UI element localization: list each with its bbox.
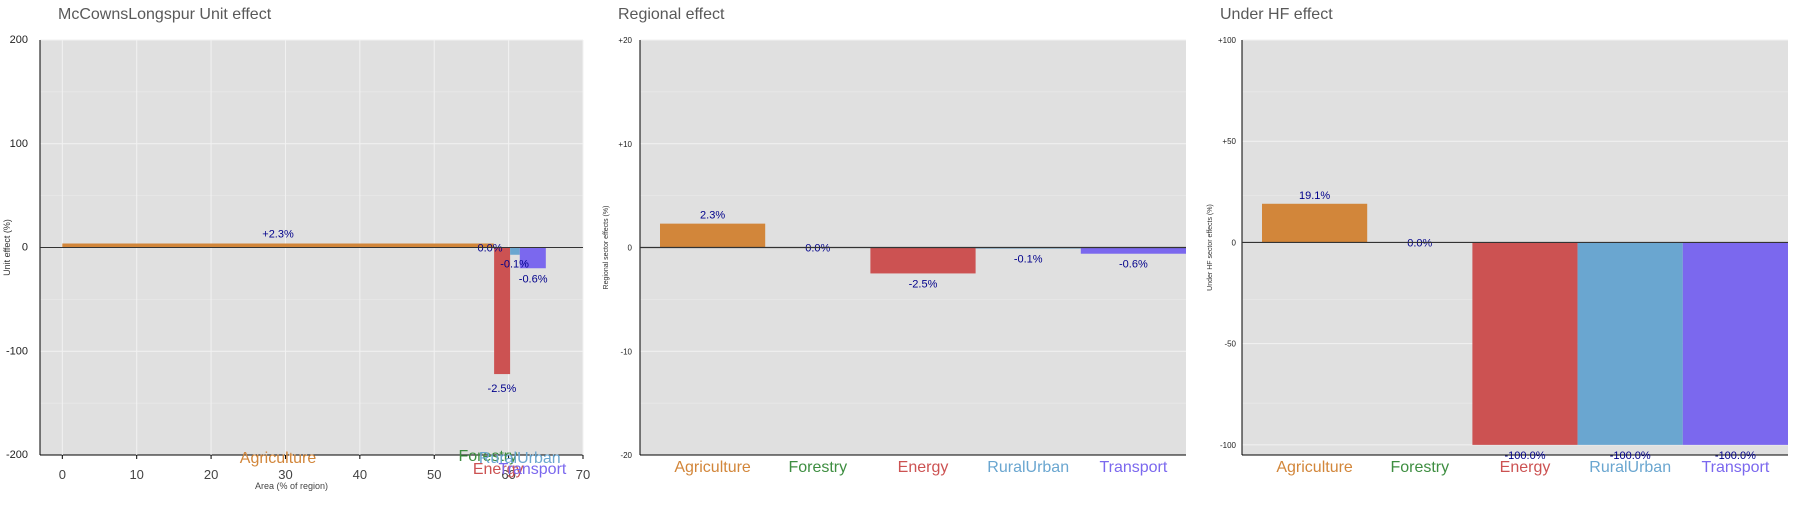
panel3-y-tick-label: +100 [1218, 36, 1237, 45]
panel2-category-label: Agriculture [674, 459, 751, 476]
panel3-category-label: Forestry [1390, 459, 1449, 476]
panel3-category-label: Transport [1701, 459, 1769, 476]
panel2-bar-transport [1080, 247, 1186, 254]
panel2-y-axis-label: Regional sector effects (%) [603, 206, 610, 290]
panel1-x-tick-label: 10 [129, 467, 143, 482]
panel1-x-tick-label: 60 [501, 467, 515, 482]
panel3-y-tick-label: +50 [1222, 137, 1236, 146]
panel1-bar-agriculture [62, 243, 494, 248]
panel2-y-tick-label: +20 [618, 36, 632, 45]
panel1-value-label: -0.1% [500, 259, 529, 271]
panel2-value-label: -0.6% [1119, 259, 1148, 271]
panel2-value-label: -0.1% [1014, 254, 1043, 266]
panel1-x-tick-label: 50 [427, 467, 441, 482]
panel2-y-tick-label: -20 [620, 451, 632, 460]
panel2-bar-energy [870, 247, 976, 274]
panel3-bar-ruralurban [1577, 242, 1683, 445]
panel1-bar-ruralurban [510, 247, 520, 255]
panel2-category-label: Energy [898, 459, 949, 476]
panel2-title: Regional effect [618, 6, 725, 23]
panel2-category-label: Forestry [788, 459, 847, 476]
panel1-x-tick-label: 30 [278, 467, 292, 482]
panel3-y-tick-label: 0 [1232, 238, 1237, 247]
panel2-value-label: 2.3% [700, 210, 725, 222]
panel1-y-tick-label: -100 [6, 345, 28, 357]
panel3-title: Under HF effect [1220, 6, 1333, 23]
panel1-value-label: +2.3% [262, 229, 294, 241]
panel3-value-label: -100.0% [1610, 450, 1651, 462]
panel2-y-tick-label: -10 [620, 347, 632, 356]
panel2-y-tick-label: 0 [628, 244, 633, 253]
panel1-y-axis-label: Unit effect (%) [2, 219, 12, 276]
panel1-category-label: Energy [473, 461, 524, 478]
panel3-y-tick-label: -100 [1220, 441, 1237, 450]
panel1-x-tick-label: 70 [576, 467, 590, 482]
panel2-value-label: -2.5% [909, 278, 938, 290]
panel3-category-label: Energy [1500, 459, 1551, 476]
panel2-category-label: Transport [1099, 459, 1167, 476]
panel1-y-tick-label: 0 [22, 242, 28, 254]
panel1-value-label: -0.6% [519, 273, 548, 285]
panel3-value-label: -100.0% [1715, 450, 1756, 462]
panel2-bar-agriculture [660, 223, 766, 248]
panel1-x-tick-label: 0 [59, 467, 66, 482]
panel1-value-label: -2.5% [488, 383, 517, 395]
panel1-category-label: Agriculture [240, 450, 317, 467]
panel3-bar-agriculture [1262, 203, 1368, 243]
panel1-value-label: 0.0% [477, 243, 502, 255]
panel1-x-tick-label: 40 [353, 467, 367, 482]
panel1-x-tick-label: 20 [204, 467, 218, 482]
panel2-value-label: 0.0% [805, 243, 830, 255]
panel2-y-tick-label: +10 [618, 140, 632, 149]
panel1-category-label: Transport [498, 461, 566, 478]
panel1-bar-transport [519, 247, 546, 269]
panel3-value-label: 19.1% [1299, 190, 1330, 202]
panel1-category-label: Forestry [458, 448, 517, 465]
panel1-category-label: RuralUrban [479, 450, 561, 467]
panel3-y-tick-label: -50 [1224, 340, 1236, 349]
panel3-category-label: RuralUrban [1589, 459, 1671, 476]
panel1-y-tick-label: 200 [10, 34, 28, 46]
panel3-bar-transport [1682, 242, 1788, 445]
panel3-bar-energy [1472, 242, 1578, 445]
panel3-y-axis-label: Under HF sector effects (%) [1207, 204, 1214, 291]
panel1-y-tick-label: 100 [10, 138, 28, 150]
panel1-title: McCownsLongspur Unit effect [58, 6, 272, 23]
panel1-bar-energy [494, 247, 511, 375]
panel3-value-label: -100.0% [1505, 450, 1546, 462]
panel3-value-label: 0.0% [1407, 237, 1432, 249]
panel1-x-axis-label: Area (% of region) [255, 481, 328, 491]
panel2-category-label: RuralUrban [987, 459, 1069, 476]
panel1-y-tick-label: -200 [6, 449, 28, 461]
panel3-category-label: Agriculture [1276, 459, 1353, 476]
